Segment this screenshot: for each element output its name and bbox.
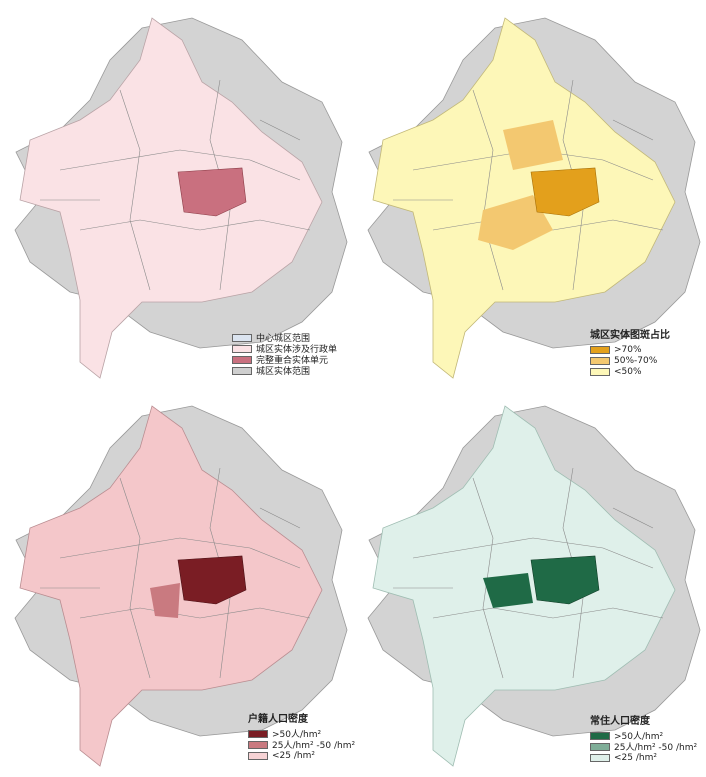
legend-label: <25 /hm² [272, 750, 315, 761]
legend-swatch [248, 740, 268, 749]
legend-label: >70% [614, 344, 642, 355]
legend-item: 完整重合实体单元 [232, 354, 337, 366]
legend-swatch [590, 345, 610, 354]
legend-swatch [590, 356, 610, 365]
legend-title: 城区实体图斑占比 [590, 330, 670, 341]
legend-swatch [590, 742, 610, 751]
legend-label: 25人/hm² -50 /hm² [272, 741, 356, 751]
legend-label: >50人/hm² [272, 730, 322, 740]
legend-item: 25人/hm² -50 /hm² [590, 741, 698, 753]
legend-item: <50% [590, 366, 670, 377]
legend-title: 户籍人口密度 [248, 714, 308, 725]
map-panel [14, 17, 348, 379]
legend-item: >50人/hm² [590, 730, 697, 742]
legend-swatch [590, 367, 610, 376]
legend-label: >50人/hm² [614, 732, 664, 742]
legend-item: >50人/hm² [248, 728, 355, 740]
legend: 常住人口密度 >50人/hm² 25人/hm² -50 /hm² <25 /hm² [590, 712, 697, 763]
legend-label: <25 /hm² [614, 752, 657, 763]
legend-item: 城区实体范围 [232, 365, 337, 377]
map-panel [367, 17, 701, 379]
legend-swatch [248, 751, 268, 760]
legend: 中心城区范围 城区实体涉及行政单 完整重合实体单元 城区实体范围 [232, 332, 338, 377]
map-panel [367, 405, 701, 767]
legend-item: 50%-70% [590, 355, 670, 366]
legend-label: 完整重合实体单元 [256, 356, 329, 366]
legend-swatch [232, 344, 252, 353]
legend-label: 中心城区范围 [256, 334, 311, 344]
legend-item: 中心城区范围 [232, 332, 337, 344]
legend-label: 25人/hm² -50 /hm² [614, 743, 698, 753]
legend-label: 50%-70% [614, 355, 658, 366]
legend: 户籍人口密度 >50人/hm² 25人/hm² -50 /hm² <25 /hm² [248, 710, 355, 761]
legend-swatch [232, 333, 252, 342]
legend-swatch [590, 731, 610, 740]
legend-item: >70% [590, 344, 670, 355]
legend-swatch [590, 753, 610, 762]
legend-swatch [232, 366, 252, 375]
legend: 城区实体图斑占比 >70% 50%-70% <50% [590, 326, 670, 377]
legend-item: 城区实体涉及行政单 [232, 343, 338, 355]
legend-label: 城区实体范围 [256, 367, 311, 377]
legend-item: <25 /hm² [590, 752, 697, 763]
legend-item: <25 /hm² [248, 750, 355, 761]
legend-title: 常住人口密度 [590, 716, 650, 727]
legend-swatch [248, 729, 268, 738]
legend-label: <50% [614, 366, 642, 377]
legend-swatch [232, 355, 252, 364]
map-panel [14, 405, 348, 767]
legend-item: 25人/hm² -50 /hm² [248, 739, 356, 751]
legend-label: 城区实体涉及行政单 [256, 345, 338, 355]
